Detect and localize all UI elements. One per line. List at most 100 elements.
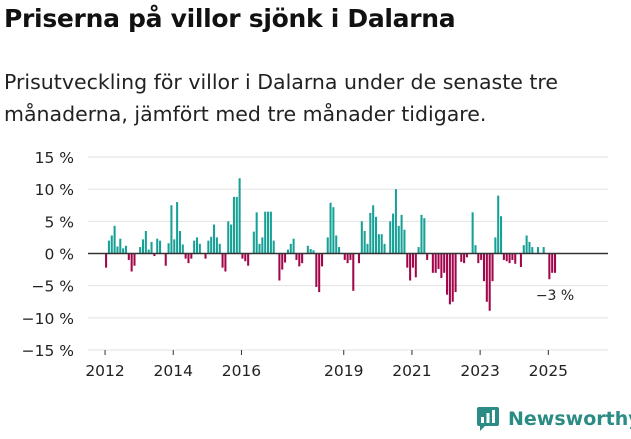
bar <box>335 235 338 254</box>
bar <box>434 253 437 273</box>
bar <box>122 248 125 254</box>
bar <box>241 253 244 259</box>
bar <box>497 195 500 254</box>
bar <box>252 231 255 254</box>
bar <box>315 253 318 287</box>
bar <box>508 253 511 264</box>
bar <box>338 247 341 254</box>
bar <box>409 253 412 281</box>
x-tick-label: 2023 <box>460 362 499 380</box>
bar <box>369 212 372 254</box>
bar <box>235 196 238 254</box>
bar <box>193 240 196 254</box>
bar <box>181 244 184 254</box>
bar <box>357 253 360 264</box>
last-value-annotation: −3 % <box>536 288 574 304</box>
bar <box>349 253 352 260</box>
bar <box>460 253 463 262</box>
bar <box>198 243 201 254</box>
y-tick-label: 10 % <box>35 181 74 199</box>
bar <box>389 221 392 254</box>
bar <box>269 211 272 254</box>
bar <box>536 247 540 254</box>
bar <box>164 253 167 266</box>
bar <box>332 207 335 254</box>
bar <box>110 235 113 254</box>
y-tick-label: 15 % <box>35 149 74 167</box>
bar <box>139 247 142 254</box>
bar-chart: −15 % −10 % −5 % 0 % 5 % 10 % 15 % 2012 2014 2016… <box>22 149 608 380</box>
bar <box>178 230 181 254</box>
bar <box>392 213 395 254</box>
bar <box>397 225 400 254</box>
bar <box>500 216 503 254</box>
bar <box>514 253 517 264</box>
bar <box>298 253 301 267</box>
bar <box>374 216 378 254</box>
bar <box>210 236 213 254</box>
bar <box>267 211 270 254</box>
bar <box>494 237 497 254</box>
bar <box>528 241 531 254</box>
bar <box>480 253 483 260</box>
bar <box>124 245 127 254</box>
bar <box>551 253 554 273</box>
bar <box>272 240 275 254</box>
bar <box>238 178 241 254</box>
chart-subtitle: Prisutveckling för villor i Dalarna unde… <box>4 70 559 126</box>
bar <box>176 202 179 254</box>
bar <box>312 250 315 254</box>
bar <box>400 214 403 254</box>
x-tick-label: 2021 <box>392 362 431 380</box>
y-tick-label: −5 % <box>31 278 74 296</box>
bar <box>224 253 227 272</box>
bar <box>321 253 324 267</box>
bar <box>133 253 136 266</box>
bar <box>230 224 233 254</box>
bar <box>411 253 414 268</box>
bar <box>204 253 207 259</box>
y-tick-label: 5 % <box>44 213 74 231</box>
bar <box>326 237 329 254</box>
bar <box>141 239 145 254</box>
bar <box>451 253 454 302</box>
bar <box>448 253 451 305</box>
y-tick-label: −10 % <box>22 310 74 328</box>
bar <box>406 253 409 268</box>
bar <box>195 237 199 254</box>
bar <box>190 253 193 259</box>
bar <box>394 189 397 254</box>
bar <box>485 253 488 302</box>
bar <box>474 245 477 254</box>
bar <box>113 225 116 254</box>
chart-title: Priserna på villor sjönk i Dalarna <box>4 4 456 33</box>
bar <box>227 221 230 254</box>
bar <box>482 253 486 282</box>
bar <box>372 205 375 254</box>
bar <box>286 249 289 254</box>
bar <box>471 212 474 254</box>
bar <box>505 253 508 262</box>
bar <box>343 253 346 260</box>
bar <box>284 253 287 263</box>
bar <box>548 253 551 280</box>
bar <box>170 205 173 254</box>
bar <box>105 253 108 268</box>
bar <box>477 253 480 264</box>
bar <box>360 221 363 254</box>
bar <box>502 253 505 260</box>
bar <box>264 211 267 254</box>
bar <box>522 245 525 254</box>
bar <box>247 253 250 266</box>
bar <box>127 253 130 260</box>
bar <box>437 253 440 269</box>
newsworthy-logo[interactable]: Newsworthy <box>476 406 631 432</box>
bar <box>531 247 534 254</box>
bar <box>363 230 366 254</box>
bar <box>184 253 187 259</box>
bar <box>107 240 110 254</box>
bar <box>366 243 369 254</box>
bar <box>218 243 221 254</box>
newsworthy-logo-icon <box>477 407 499 431</box>
bar <box>147 249 150 254</box>
